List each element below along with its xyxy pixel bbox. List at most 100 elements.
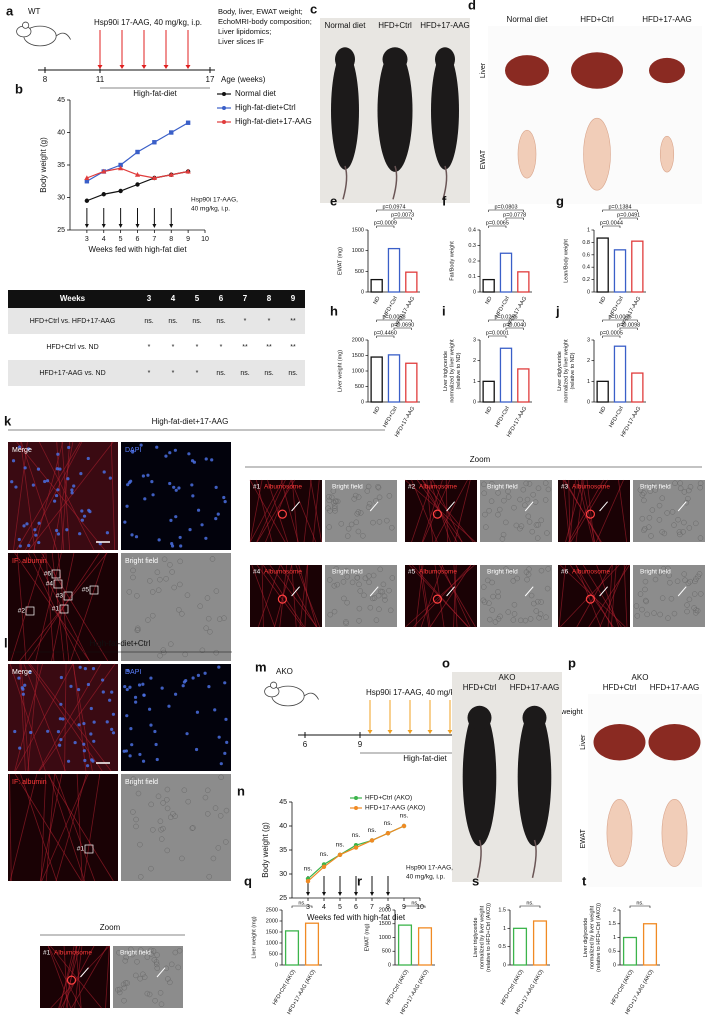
micrograph-texture (173, 692, 178, 696)
readout: EchoMRI-body composition; (218, 17, 312, 26)
photo-label: HFD+Ctrl (603, 683, 637, 692)
micrograph-texture (352, 492, 359, 499)
micrograph-texture (495, 490, 501, 496)
arrow-head (322, 892, 326, 896)
tile-id: #2 (408, 484, 416, 491)
micrograph-texture (92, 739, 96, 743)
bar (417, 927, 433, 966)
phase-label: High-fat-diet (403, 754, 447, 763)
tile-bright: Bright field (332, 484, 363, 491)
y-tick-label: 3 (473, 337, 476, 343)
micrograph-texture (524, 576, 530, 583)
point-label: ns. (304, 866, 313, 873)
micrograph-texture (149, 589, 156, 595)
micrograph-texture (154, 965, 161, 971)
arrow-head (447, 730, 453, 734)
micrograph-texture (219, 762, 223, 766)
micrograph-texture (535, 485, 542, 492)
arrow-head (84, 224, 89, 228)
micrograph-texture (147, 578, 153, 584)
micrograph-texture (158, 1001, 165, 1007)
micrograph-texture (181, 684, 185, 688)
tile-id: #6 (561, 569, 569, 576)
micrograph-texture (58, 945, 78, 1009)
micrograph-texture (71, 945, 108, 1009)
micrograph-texture (205, 811, 211, 817)
point-label: ns. (400, 813, 409, 820)
x-tick-label: HFD+Ctrl (494, 406, 511, 429)
photo-title: AKO (499, 673, 516, 682)
micrograph-texture (667, 579, 673, 586)
micrograph-texture (16, 552, 27, 662)
micrograph-texture (366, 501, 373, 507)
micrograph-texture (684, 608, 690, 615)
micrograph-texture (262, 564, 305, 628)
micrograph-texture (355, 509, 362, 515)
micrograph-texture (179, 611, 185, 617)
point-label: ns. (320, 851, 329, 858)
micrograph-texture (481, 490, 487, 496)
x-tick-label: 4 (322, 904, 326, 911)
roi-box (51, 569, 61, 579)
micrograph-texture (261, 564, 264, 628)
micrograph-texture (13, 441, 28, 551)
point (118, 162, 123, 168)
micrograph-texture (697, 484, 703, 491)
micrograph-texture (588, 564, 630, 628)
y-tick-label: 0.3 (468, 243, 476, 249)
micrograph-texture (569, 564, 614, 628)
micrograph-texture (76, 773, 83, 882)
micrograph-texture (349, 579, 356, 586)
micrograph-texture (303, 479, 312, 543)
arrow-head (386, 892, 390, 896)
micrograph-texture (144, 990, 151, 997)
photo-label: HFD+17-AAG (510, 683, 560, 692)
micrograph-texture (116, 989, 123, 996)
micrograph-texture (126, 483, 130, 487)
y-tick-label: 1 (613, 935, 616, 941)
micrograph-texture (215, 845, 222, 851)
micrograph-texture (682, 577, 688, 583)
micrograph-texture (545, 566, 551, 572)
y-tick-label: 0.8 (582, 240, 590, 246)
micrograph-texture (58, 467, 62, 471)
panel-letter: b (15, 81, 23, 96)
micrograph-texture (195, 710, 200, 714)
micrograph-texture (387, 607, 394, 614)
channel-label: DAPI (125, 447, 141, 454)
tile-arrow (291, 586, 300, 597)
x-tick-label: ND (598, 296, 607, 306)
micrograph-texture (176, 607, 182, 613)
micrograph-texture (340, 579, 347, 585)
micrograph-texture (82, 742, 86, 746)
micrograph-texture (128, 754, 132, 758)
tile-arrow (369, 501, 379, 512)
y-tick-label: 30 (57, 194, 65, 201)
micrograph-texture (181, 787, 188, 793)
micrograph-texture (224, 717, 228, 721)
micrograph-texture (366, 579, 372, 586)
channel-label: DAPI (125, 669, 141, 676)
micrograph-texture (668, 595, 675, 602)
micrograph-texture (310, 479, 323, 543)
micrograph-texture (691, 605, 697, 611)
roi-label: #4 (46, 581, 54, 588)
x-tick-label: ND (484, 406, 493, 416)
micrograph-texture (652, 576, 659, 583)
micrograph-texture (328, 494, 335, 501)
micrograph-texture (333, 566, 339, 572)
micrograph-texture (533, 608, 539, 614)
micrograph-texture (28, 670, 32, 674)
micrograph-texture (110, 690, 114, 694)
micrograph-texture (223, 751, 227, 755)
micrograph-texture (366, 573, 372, 579)
table-header-cell: 4 (171, 294, 176, 303)
y-tick-label: 2 (473, 358, 476, 364)
comparison-label: ns. (526, 900, 534, 906)
micrograph-texture (121, 984, 128, 991)
micrograph-texture (543, 614, 549, 620)
y-axis-label: normalized by liver weight (479, 905, 485, 969)
legend-label: High-fat-diet+Ctrl (235, 103, 296, 112)
tile-id: #1 (43, 950, 51, 957)
micrograph-texture (169, 518, 173, 522)
